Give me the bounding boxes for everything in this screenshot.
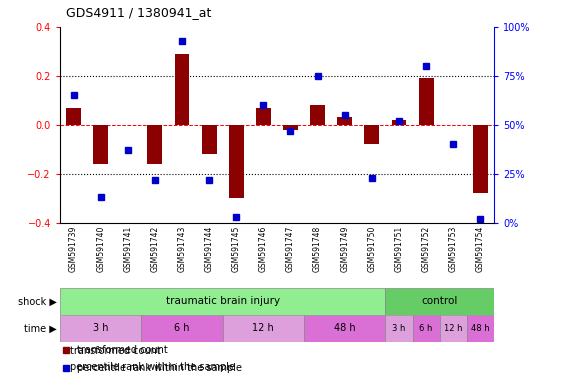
Text: GDS4911 / 1380941_at: GDS4911 / 1380941_at: [66, 6, 211, 19]
Text: 6 h: 6 h: [420, 324, 433, 333]
Text: transformed count: transformed count: [70, 346, 160, 356]
Bar: [223, 315, 304, 342]
Bar: [412, 315, 440, 342]
Bar: [229, 125, 244, 198]
Bar: [66, 108, 81, 125]
Bar: [175, 54, 190, 125]
Bar: [467, 315, 494, 342]
Text: 3 h: 3 h: [93, 323, 108, 333]
Bar: [93, 125, 108, 164]
Bar: [419, 78, 433, 125]
Text: shock ▶: shock ▶: [18, 296, 57, 306]
Bar: [304, 315, 385, 342]
Text: 3 h: 3 h: [392, 324, 405, 333]
Text: transformed count: transformed count: [77, 345, 168, 356]
Bar: [256, 108, 271, 125]
Text: percentile rank within the sample: percentile rank within the sample: [77, 362, 242, 373]
Bar: [337, 118, 352, 125]
Bar: [283, 125, 298, 130]
Bar: [473, 125, 488, 193]
Bar: [385, 288, 494, 315]
Text: control: control: [421, 296, 458, 306]
Bar: [392, 120, 407, 125]
Text: 12 h: 12 h: [444, 324, 463, 333]
Bar: [147, 125, 162, 164]
Text: 6 h: 6 h: [174, 323, 190, 333]
Bar: [440, 315, 467, 342]
Text: 12 h: 12 h: [252, 323, 274, 333]
Text: 48 h: 48 h: [334, 323, 356, 333]
Text: traumatic brain injury: traumatic brain injury: [166, 296, 280, 306]
Text: time ▶: time ▶: [25, 323, 57, 333]
Bar: [202, 125, 216, 154]
Bar: [385, 315, 413, 342]
Bar: [310, 105, 325, 125]
Text: 48 h: 48 h: [471, 324, 490, 333]
Bar: [142, 315, 223, 342]
Bar: [60, 315, 142, 342]
Text: percentile rank within the sample: percentile rank within the sample: [70, 362, 235, 372]
Bar: [60, 288, 385, 315]
Bar: [364, 125, 379, 144]
